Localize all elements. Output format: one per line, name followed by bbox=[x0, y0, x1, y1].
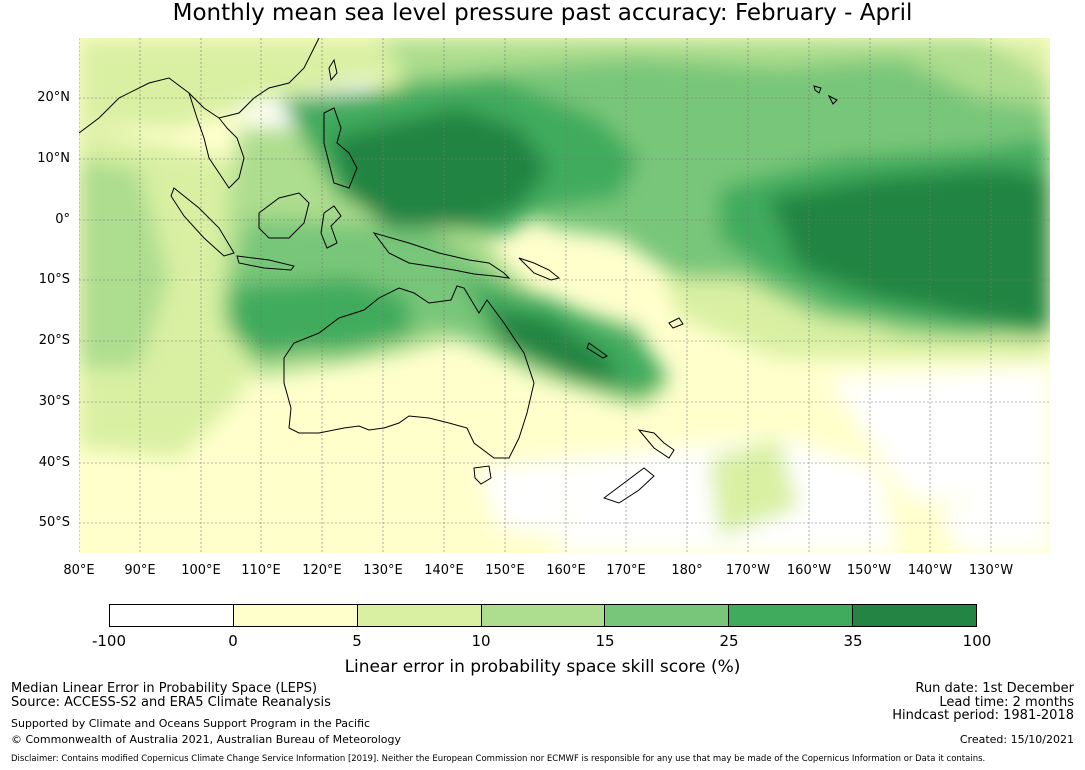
y-tick-30s: 30°S bbox=[38, 394, 70, 409]
colorbar-bin-0 bbox=[110, 605, 234, 626]
skill-map[interactable] bbox=[79, 38, 1050, 553]
java-coastline bbox=[236, 255, 295, 271]
support-text: Supported by Climate and Oceans Support … bbox=[11, 717, 371, 730]
x-tick-170e: 170°E bbox=[606, 563, 646, 578]
borneo-coastline bbox=[258, 192, 310, 239]
colorbar-tick: 25 bbox=[719, 632, 739, 650]
map-title: Monthly mean sea level pressure past acc… bbox=[172, 0, 913, 26]
sulawesi-coastline bbox=[320, 205, 342, 249]
australia-coastline bbox=[283, 285, 535, 459]
x-tick-100e: 100°E bbox=[181, 563, 221, 578]
sumatra-coastline bbox=[170, 187, 235, 257]
colorbar-tick: 35 bbox=[843, 632, 863, 650]
fiji-coastline bbox=[668, 317, 684, 329]
colorbar-tick: -100 bbox=[91, 632, 127, 650]
run-date: Run date: 1st December bbox=[915, 681, 1074, 696]
x-tick-170w: 170°W bbox=[725, 563, 771, 578]
y-tick-0: 0° bbox=[55, 212, 70, 227]
x-tick-130e: 130°E bbox=[363, 563, 403, 578]
source-text: Source: ACCESS-S2 and ERA5 Climate Reana… bbox=[11, 695, 331, 710]
colorbar-tick: 5 bbox=[352, 632, 362, 650]
lead-time: Lead time: 2 months bbox=[939, 695, 1074, 710]
x-tick-90e: 90°E bbox=[124, 563, 156, 578]
created-date: Created: 15/10/2021 bbox=[959, 733, 1074, 746]
y-tick-40s: 40°S bbox=[38, 455, 70, 470]
leps-description: Median Linear Error in Probability Space… bbox=[11, 681, 318, 696]
colorbar-tick: 15 bbox=[595, 632, 615, 650]
x-tick-120e: 120°E bbox=[302, 563, 342, 578]
y-tick-20s: 20°S bbox=[38, 333, 70, 348]
x-tick-80e: 80°E bbox=[63, 563, 95, 578]
colorbar-bin-5 bbox=[729, 605, 854, 626]
solomon-islands-coastline bbox=[518, 257, 561, 281]
y-tick-10s: 10°S bbox=[38, 272, 70, 287]
new-zealand-south-coastline bbox=[602, 467, 655, 504]
x-tick-130w: 130°W bbox=[968, 563, 1014, 578]
colorbar-tick: 100 bbox=[962, 632, 992, 650]
x-tick-150w: 150°W bbox=[846, 563, 892, 578]
colorbar-bin-6 bbox=[853, 605, 977, 626]
colorbar-tick: 10 bbox=[471, 632, 491, 650]
hindcast-period: Hindcast period: 1981-2018 bbox=[892, 708, 1074, 723]
colorbar-bin-1 bbox=[233, 605, 358, 626]
x-tick-150e: 150°E bbox=[485, 563, 525, 578]
x-tick-110e: 110°E bbox=[241, 563, 281, 578]
x-tick-180: 180° bbox=[671, 563, 703, 578]
taiwan-coastline bbox=[328, 58, 338, 82]
philippines-coastline bbox=[323, 107, 358, 189]
copyright-text: © Commonwealth of Australia 2021, Austra… bbox=[11, 733, 401, 746]
y-tick-50s: 50°S bbox=[38, 515, 70, 530]
x-tick-160e: 160°E bbox=[546, 563, 586, 578]
colorbar bbox=[109, 604, 977, 627]
disclaimer: Disclaimer: Contains modified Copernicus… bbox=[11, 754, 986, 764]
x-tick-140w: 140°W bbox=[907, 563, 953, 578]
new-zealand-north-coastline bbox=[637, 429, 675, 459]
colorbar-bin-2 bbox=[357, 605, 482, 626]
colorbar-label: Linear error in probability space skill … bbox=[344, 657, 741, 677]
y-tick-10n: 10°N bbox=[37, 151, 70, 166]
indochina-coastline bbox=[188, 92, 245, 189]
new-caledonia-coastline bbox=[586, 342, 608, 359]
new-guinea-coastline bbox=[372, 232, 511, 279]
graticule bbox=[79, 38, 1050, 553]
hawaii-coastline bbox=[813, 85, 838, 105]
y-tick-20n: 20°N bbox=[37, 90, 70, 105]
tasmania-coastline bbox=[473, 465, 492, 485]
x-tick-140e: 140°E bbox=[424, 563, 464, 578]
colorbar-bin-4 bbox=[605, 605, 730, 626]
coastlines bbox=[79, 38, 838, 504]
x-tick-160w: 160°W bbox=[786, 563, 832, 578]
colorbar-tick: 0 bbox=[228, 632, 238, 650]
skill-map-canvas bbox=[79, 38, 1050, 553]
colorbar-bin-3 bbox=[481, 605, 606, 626]
